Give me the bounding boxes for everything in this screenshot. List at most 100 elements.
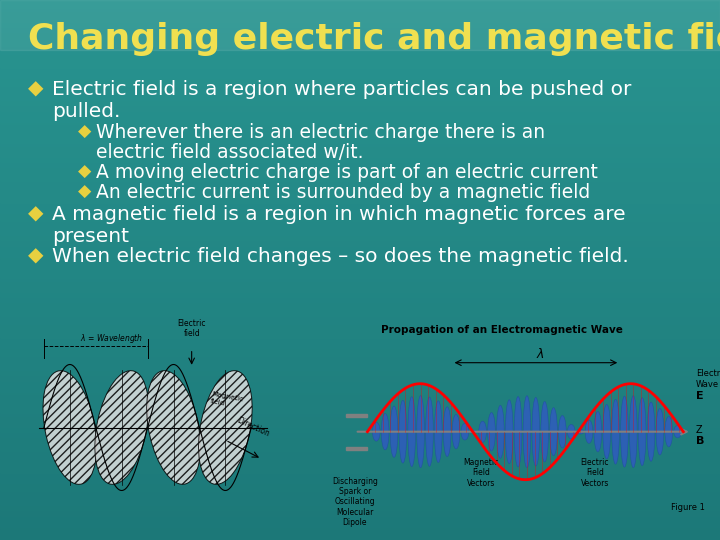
Bar xyxy=(0,53,720,57)
Bar xyxy=(0,45,720,49)
Text: ◆: ◆ xyxy=(78,183,91,201)
Bar xyxy=(0,353,720,356)
Text: Z: Z xyxy=(696,425,703,435)
Text: Direction: Direction xyxy=(235,416,271,439)
Bar xyxy=(0,282,720,286)
Bar xyxy=(0,261,720,265)
Bar xyxy=(0,56,720,59)
Bar xyxy=(0,64,720,68)
Bar xyxy=(0,247,720,251)
Bar xyxy=(0,342,720,346)
Bar xyxy=(0,528,720,532)
Bar xyxy=(0,123,720,127)
Bar xyxy=(0,420,720,424)
Ellipse shape xyxy=(399,400,407,463)
Bar xyxy=(0,439,720,443)
Bar xyxy=(0,223,720,227)
Text: ◆: ◆ xyxy=(28,205,43,224)
Bar xyxy=(0,442,720,446)
Text: ◆: ◆ xyxy=(78,163,91,181)
Ellipse shape xyxy=(444,407,451,456)
Bar xyxy=(0,10,720,14)
Bar xyxy=(0,404,720,408)
Bar xyxy=(0,358,720,362)
Bar xyxy=(0,480,720,483)
Bar xyxy=(0,471,720,475)
Bar xyxy=(0,431,720,435)
Bar xyxy=(0,145,720,148)
Bar xyxy=(0,434,720,437)
Text: Electromagnetic
Wave: Electromagnetic Wave xyxy=(696,369,720,389)
Text: Electric field is a region where particles can be pushed or: Electric field is a region where particl… xyxy=(52,80,631,99)
Bar xyxy=(0,0,720,3)
Bar xyxy=(0,385,720,389)
Bar xyxy=(0,42,720,46)
Bar xyxy=(0,83,720,86)
Bar xyxy=(0,509,720,513)
Bar xyxy=(0,120,720,124)
Bar xyxy=(0,361,720,365)
Ellipse shape xyxy=(550,408,557,456)
Bar xyxy=(0,377,720,381)
Bar xyxy=(0,4,720,8)
Bar xyxy=(0,15,720,19)
Ellipse shape xyxy=(612,399,619,464)
Bar xyxy=(346,447,367,450)
Bar xyxy=(0,504,720,508)
Bar xyxy=(0,258,720,262)
Bar xyxy=(0,48,720,51)
Bar xyxy=(0,107,720,111)
Text: Magnetic
Field
Vectors: Magnetic Field Vectors xyxy=(464,458,499,488)
Ellipse shape xyxy=(435,401,442,462)
Bar xyxy=(0,288,720,292)
Bar xyxy=(0,477,720,481)
Bar xyxy=(0,399,720,402)
Bar xyxy=(0,485,720,489)
Bar xyxy=(0,26,720,30)
Bar xyxy=(0,188,720,192)
Ellipse shape xyxy=(382,414,389,450)
Ellipse shape xyxy=(497,405,504,458)
Bar xyxy=(0,12,720,16)
Bar xyxy=(0,110,720,113)
Bar xyxy=(0,444,720,448)
Ellipse shape xyxy=(576,429,584,434)
Text: B: B xyxy=(696,436,704,446)
Bar xyxy=(0,0,720,50)
Bar xyxy=(0,388,720,392)
Ellipse shape xyxy=(567,424,575,439)
Bar xyxy=(0,458,720,462)
Text: Electric
field: Electric field xyxy=(177,319,206,338)
Bar xyxy=(0,304,720,308)
Ellipse shape xyxy=(585,420,593,443)
Bar xyxy=(0,204,720,208)
Bar xyxy=(0,366,720,370)
Bar xyxy=(0,455,720,459)
Ellipse shape xyxy=(674,426,681,438)
Bar xyxy=(0,231,720,235)
Bar xyxy=(0,374,720,378)
Bar xyxy=(0,137,720,140)
Bar xyxy=(0,37,720,40)
Ellipse shape xyxy=(470,430,477,433)
Bar xyxy=(0,312,720,316)
Bar xyxy=(0,226,720,230)
Bar xyxy=(0,466,720,470)
Bar xyxy=(0,523,720,526)
Bar xyxy=(0,531,720,535)
Bar xyxy=(0,31,720,35)
Bar xyxy=(0,347,720,351)
Ellipse shape xyxy=(147,370,200,484)
Bar xyxy=(0,75,720,78)
Bar xyxy=(0,18,720,22)
Text: When electric field changes – so does the magnetic field.: When electric field changes – so does th… xyxy=(52,247,629,266)
Bar xyxy=(0,318,720,321)
Bar xyxy=(0,199,720,202)
Bar xyxy=(0,417,720,421)
Ellipse shape xyxy=(541,402,549,462)
Bar xyxy=(0,453,720,456)
Bar xyxy=(0,380,720,383)
Bar xyxy=(0,177,720,181)
Text: Wherever there is an electric charge there is an: Wherever there is an electric charge the… xyxy=(96,123,545,142)
Bar xyxy=(0,255,720,259)
